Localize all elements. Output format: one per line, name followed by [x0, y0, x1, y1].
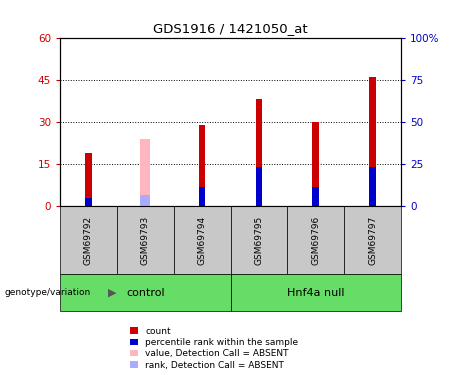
Bar [313, 187, 319, 206]
Bar [140, 195, 150, 206]
Bar [199, 124, 206, 206]
Text: ▶: ▶ [108, 288, 117, 297]
Legend: count, percentile rank within the sample, value, Detection Call = ABSENT, rank, : count, percentile rank within the sample… [129, 326, 299, 370]
Bar [85, 198, 92, 206]
Bar [60, 206, 117, 274]
Bar [287, 206, 344, 274]
Bar [230, 274, 401, 311]
Text: control: control [126, 288, 165, 297]
Text: genotype/variation: genotype/variation [5, 288, 91, 297]
Bar [85, 153, 92, 206]
Text: GSM69792: GSM69792 [84, 215, 93, 265]
Text: GSM69793: GSM69793 [141, 215, 150, 265]
Bar [344, 206, 401, 274]
Text: GSM69795: GSM69795 [254, 215, 263, 265]
Bar [199, 187, 206, 206]
Bar [140, 139, 150, 206]
Title: GDS1916 / 1421050_at: GDS1916 / 1421050_at [153, 22, 308, 35]
Text: GSM69797: GSM69797 [368, 215, 377, 265]
Text: GSM69794: GSM69794 [198, 215, 207, 265]
Bar [230, 206, 287, 274]
Text: Hnf4a null: Hnf4a null [287, 288, 344, 297]
Bar [369, 77, 376, 206]
Bar [369, 167, 376, 206]
Bar [313, 122, 319, 206]
Bar [255, 167, 262, 206]
Text: GSM69796: GSM69796 [311, 215, 320, 265]
Bar [174, 206, 230, 274]
Bar [255, 99, 262, 206]
Bar [60, 274, 230, 311]
Bar [117, 206, 174, 274]
